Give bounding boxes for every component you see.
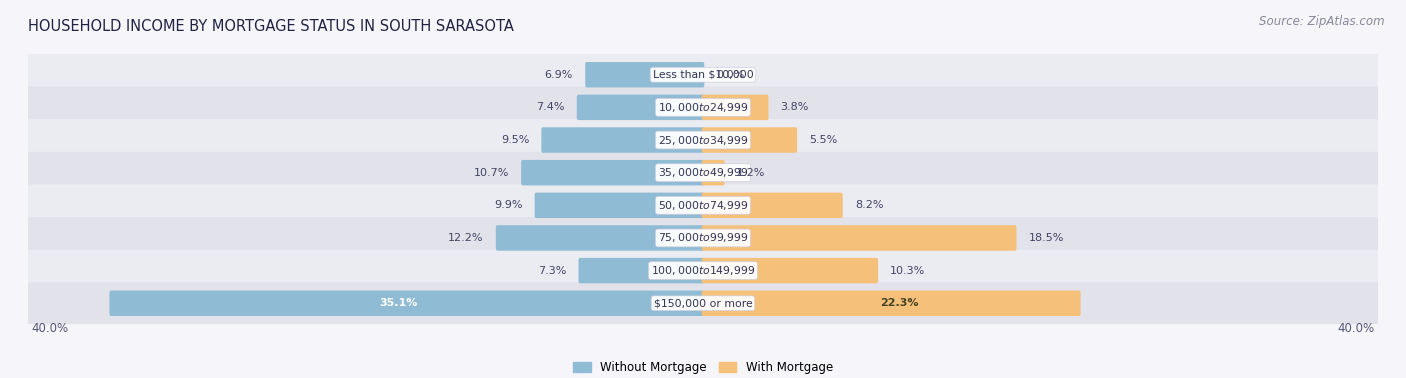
FancyBboxPatch shape: [27, 184, 1379, 226]
FancyBboxPatch shape: [702, 225, 1017, 251]
Text: 3.8%: 3.8%: [780, 102, 808, 112]
FancyBboxPatch shape: [585, 62, 704, 87]
Text: Source: ZipAtlas.com: Source: ZipAtlas.com: [1260, 15, 1385, 28]
Text: $75,000 to $99,999: $75,000 to $99,999: [658, 231, 748, 245]
Text: $25,000 to $34,999: $25,000 to $34,999: [658, 133, 748, 147]
FancyBboxPatch shape: [702, 94, 769, 120]
FancyBboxPatch shape: [702, 127, 797, 153]
Text: 7.4%: 7.4%: [536, 102, 565, 112]
Text: Less than $10,000: Less than $10,000: [652, 70, 754, 80]
Text: $10,000 to $24,999: $10,000 to $24,999: [658, 101, 748, 114]
Text: 7.3%: 7.3%: [538, 266, 567, 276]
Text: 12.2%: 12.2%: [449, 233, 484, 243]
FancyBboxPatch shape: [702, 291, 1081, 316]
Text: $50,000 to $74,999: $50,000 to $74,999: [658, 199, 748, 212]
FancyBboxPatch shape: [27, 119, 1379, 161]
Text: HOUSEHOLD INCOME BY MORTGAGE STATUS IN SOUTH SARASOTA: HOUSEHOLD INCOME BY MORTGAGE STATUS IN S…: [28, 20, 515, 34]
FancyBboxPatch shape: [27, 217, 1379, 259]
FancyBboxPatch shape: [702, 193, 842, 218]
Text: 0.0%: 0.0%: [717, 70, 745, 80]
Text: 35.1%: 35.1%: [380, 298, 418, 308]
Text: 10.7%: 10.7%: [474, 168, 509, 178]
Text: 1.2%: 1.2%: [737, 168, 765, 178]
Text: 10.3%: 10.3%: [890, 266, 925, 276]
FancyBboxPatch shape: [534, 193, 704, 218]
Text: 9.5%: 9.5%: [501, 135, 529, 145]
Text: 40.0%: 40.0%: [31, 322, 69, 335]
FancyBboxPatch shape: [27, 250, 1379, 291]
Text: 40.0%: 40.0%: [1337, 322, 1375, 335]
FancyBboxPatch shape: [27, 87, 1379, 128]
FancyBboxPatch shape: [27, 152, 1379, 194]
FancyBboxPatch shape: [578, 258, 704, 284]
Text: $100,000 to $149,999: $100,000 to $149,999: [651, 264, 755, 277]
FancyBboxPatch shape: [27, 282, 1379, 324]
Text: 5.5%: 5.5%: [810, 135, 838, 145]
FancyBboxPatch shape: [702, 258, 879, 284]
FancyBboxPatch shape: [576, 94, 704, 120]
Text: $35,000 to $49,999: $35,000 to $49,999: [658, 166, 748, 179]
Text: 8.2%: 8.2%: [855, 200, 883, 210]
Text: 9.9%: 9.9%: [494, 200, 523, 210]
FancyBboxPatch shape: [496, 225, 704, 251]
Text: 18.5%: 18.5%: [1029, 233, 1064, 243]
FancyBboxPatch shape: [27, 54, 1379, 96]
Legend: Without Mortgage, With Mortgage: Without Mortgage, With Mortgage: [568, 356, 838, 378]
FancyBboxPatch shape: [541, 127, 704, 153]
FancyBboxPatch shape: [522, 160, 704, 186]
Text: 22.3%: 22.3%: [880, 298, 918, 308]
Text: $150,000 or more: $150,000 or more: [654, 298, 752, 308]
Text: 6.9%: 6.9%: [544, 70, 574, 80]
FancyBboxPatch shape: [702, 160, 724, 186]
FancyBboxPatch shape: [110, 291, 704, 316]
